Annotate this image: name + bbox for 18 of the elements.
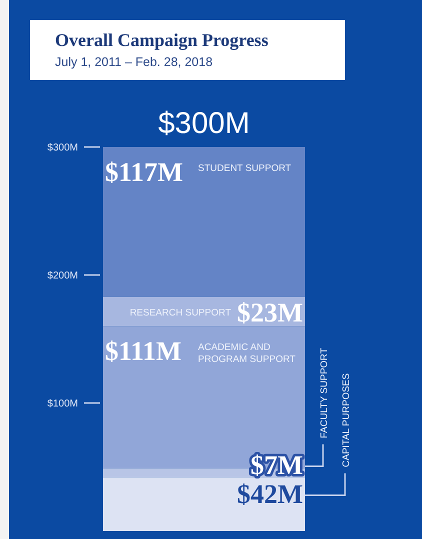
series-label: RESEARCH SUPPORT <box>130 307 232 318</box>
y-tick-label: $200M <box>47 270 78 282</box>
bar <box>103 147 305 297</box>
text: FACULTY SUPPORT <box>319 348 330 438</box>
data-label: $23M <box>237 297 303 328</box>
total-label: $300M <box>158 107 250 140</box>
chart-subtitle: July 1, 2011 – Feb. 28, 2018 <box>55 55 213 69</box>
y-tick-label: $300M <box>47 142 78 154</box>
series-label: ACADEMIC AND PROGRAM SUPPORT <box>198 342 296 366</box>
data-label: $7M <box>250 450 303 480</box>
text: CAPITAL PURPOSES <box>341 373 352 468</box>
bar <box>103 477 305 531</box>
chart-title: Overall Campaign Progress <box>55 30 268 51</box>
series-label: STUDENT SUPPORT <box>198 163 292 174</box>
data-label: $117M <box>105 157 183 187</box>
data-label: $111M <box>105 336 182 366</box>
y-tick-label: $100M <box>47 398 78 410</box>
data-label: $42M <box>237 479 303 510</box>
